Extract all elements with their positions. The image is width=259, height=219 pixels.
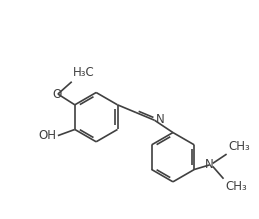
Text: N: N: [156, 113, 165, 126]
Text: OH: OH: [38, 129, 56, 142]
Text: CH₃: CH₃: [225, 180, 247, 193]
Text: N: N: [205, 158, 214, 171]
Text: H₃C: H₃C: [73, 66, 95, 79]
Text: O: O: [53, 88, 62, 101]
Text: CH₃: CH₃: [228, 140, 250, 153]
